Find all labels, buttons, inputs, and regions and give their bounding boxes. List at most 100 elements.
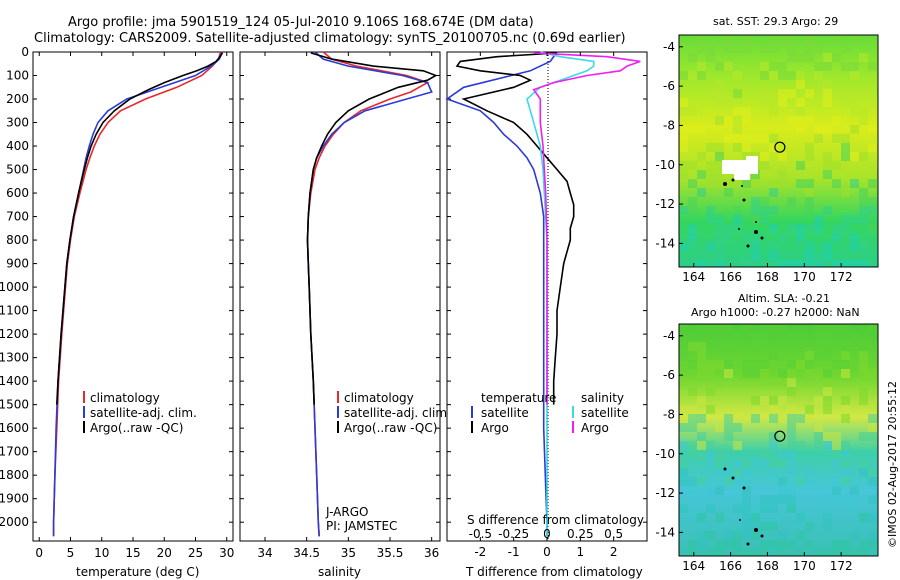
heatmap-cell (832, 116, 841, 125)
heatmap-cell (760, 495, 769, 504)
salinity-series (306, 51, 438, 537)
heatmap-cell (778, 89, 787, 98)
x-tick-label: 10 (94, 546, 109, 560)
heatmap-cell (706, 369, 715, 378)
heatmap-cell (751, 531, 760, 540)
difference-depth-ticks (447, 51, 647, 523)
heatmap-cell (688, 107, 697, 116)
lon-tick-label: 172 (830, 270, 853, 284)
heatmap-cell (733, 44, 742, 53)
header-line1: Argo profile: jma 5901519_124 05-Jul-201… (68, 15, 534, 30)
heatmap-cell (715, 233, 724, 242)
heatmap-cell (823, 396, 832, 405)
heatmap-cell (841, 62, 850, 71)
heatmap-cell (697, 432, 706, 441)
temperature-axis: 0 5 10 15 20 25 30 (35, 52, 234, 560)
salinity-axis: 34 34.5 35 35.5 36 (257, 52, 439, 560)
heatmap-cell (688, 540, 697, 549)
heatmap-cell (859, 53, 868, 62)
series-line-s-argo (532, 52, 641, 405)
heatmap-cell (742, 549, 751, 556)
heatmap-cell (787, 71, 796, 80)
heatmap-cell (769, 522, 778, 531)
heatmap-cell (850, 486, 859, 495)
heatmap-cell (841, 396, 850, 405)
heatmap-cell (760, 152, 769, 161)
heatmap-cell (679, 98, 688, 107)
s-tick-label: -0.5 (469, 527, 492, 541)
heatmap-cell (688, 53, 697, 62)
heatmap-cell (715, 486, 724, 495)
legend-label-satellite: satellite-adj. clim. (344, 406, 451, 420)
heatmap-cell (742, 531, 751, 540)
heatmap-cell (733, 143, 742, 152)
heatmap-cell (769, 179, 778, 188)
heatmap-cell (688, 206, 697, 215)
heatmap-cell (760, 62, 769, 71)
heatmap-cell (679, 405, 688, 414)
heatmap-cell (787, 459, 796, 468)
heatmap-cell (769, 351, 778, 360)
heatmap-cell (706, 441, 715, 450)
heatmap-cell (679, 71, 688, 80)
heatmap-cell (724, 116, 733, 125)
heatmap-cell (850, 35, 859, 44)
x-tick-label: 34.5 (293, 546, 320, 560)
heatmap-cell (787, 504, 796, 513)
heatmap-cell (814, 260, 823, 267)
heatmap-cell (787, 486, 796, 495)
heatmap-cell (760, 333, 769, 342)
y-tick-label: 200 (6, 92, 29, 106)
heatmap-cell (859, 116, 868, 125)
heatmap-cell (823, 125, 832, 134)
heatmap-cell (688, 414, 697, 423)
heatmap-cell (868, 179, 877, 188)
heatmap-cell (850, 152, 859, 161)
heatmap-cell (715, 161, 724, 170)
heatmap-cell (751, 549, 760, 556)
heatmap-cell (850, 504, 859, 513)
heatmap-cell (823, 441, 832, 450)
heatmap-cell (823, 98, 832, 107)
heatmap-cell (850, 233, 859, 242)
heatmap-cell (715, 324, 724, 333)
heatmap-cell (823, 206, 832, 215)
sst-map-frame (678, 34, 879, 268)
heatmap-cell (769, 62, 778, 71)
x-tick-label: 5 (67, 546, 75, 560)
heatmap-cell (859, 369, 868, 378)
heatmap-cell (724, 423, 733, 432)
heatmap-cell (841, 224, 850, 233)
heatmap-cell (733, 89, 742, 98)
heatmap-cell (706, 486, 715, 495)
heatmap-cell (769, 224, 778, 233)
heatmap-cell (859, 152, 868, 161)
lon-tick-label: 168 (756, 270, 779, 284)
heatmap-cell (688, 360, 697, 369)
heatmap-cell (715, 89, 724, 98)
heatmap-cell (814, 369, 823, 378)
heatmap-cell (859, 396, 868, 405)
heatmap-cell (688, 233, 697, 242)
heatmap-cell (715, 170, 724, 179)
heatmap-cell (724, 35, 733, 44)
legend-head-temperature: temperature (481, 391, 556, 405)
heatmap-cell (823, 342, 832, 351)
heatmap-cell (787, 468, 796, 477)
heatmap-cell (778, 62, 787, 71)
heatmap-cell (769, 242, 778, 251)
heatmap-cell (769, 441, 778, 450)
salinity-legend: climatology satellite-adj. clim. Argo(..… (337, 391, 451, 435)
sst-float-position-marker (774, 141, 786, 153)
heatmap-cell (742, 233, 751, 242)
heatmap-cell (742, 513, 751, 522)
y-tick-label: 1100 (0, 304, 29, 318)
heatmap-cell (868, 224, 877, 233)
heatmap-cell (751, 360, 760, 369)
heatmap-cell (733, 215, 742, 224)
heatmap-cell (805, 53, 814, 62)
y-tick-label: 1500 (0, 398, 29, 412)
heatmap-cell (724, 233, 733, 242)
heatmap-cell (796, 179, 805, 188)
heatmap-cell (769, 468, 778, 477)
